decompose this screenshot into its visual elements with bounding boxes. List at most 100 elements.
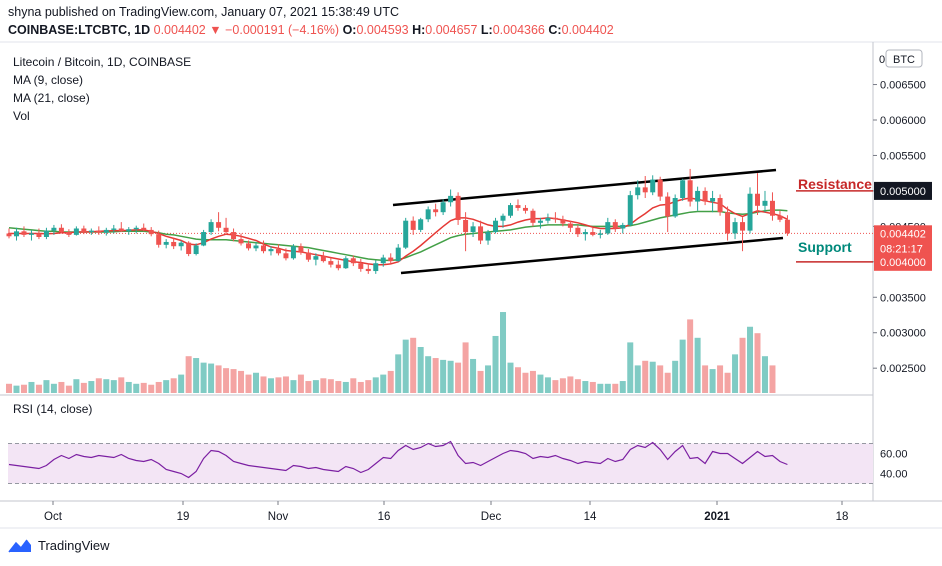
legend-vol[interactable]: Vol xyxy=(13,109,30,123)
legend-title: Litecoin / Bitcoin, 1D, COINBASE xyxy=(13,55,192,69)
volume-bar xyxy=(672,360,679,393)
footer-brand[interactable]: TradingView xyxy=(8,538,110,553)
candle-body xyxy=(96,230,102,233)
volume-bar xyxy=(544,377,551,393)
volume-bar xyxy=(417,347,424,393)
volume-bar xyxy=(327,379,334,393)
volume-bar xyxy=(440,359,447,393)
candle-body xyxy=(657,179,663,197)
ohlc-header: COINBASE:LTCBTC, 1D 0.004402 ▼ −0.000191… xyxy=(8,23,614,37)
candle-body xyxy=(545,217,551,221)
change-arrow-icon: ▼ xyxy=(209,23,222,37)
volume-bar xyxy=(215,365,222,393)
close-value: 0.004402 xyxy=(561,23,614,37)
candle-body xyxy=(186,242,192,255)
volume-bar xyxy=(687,319,694,393)
candle-body xyxy=(246,243,252,249)
candle-body xyxy=(66,232,72,235)
candle-body xyxy=(784,219,790,234)
volume-bar xyxy=(717,365,724,393)
channel-lower-line xyxy=(400,236,784,275)
volume-bar xyxy=(500,312,507,393)
candle-body xyxy=(463,219,469,233)
volume-bar xyxy=(477,370,484,393)
footer-brand-label: TradingView xyxy=(38,538,110,553)
volume-bar xyxy=(657,365,664,393)
candle-body xyxy=(620,224,626,229)
candle-body xyxy=(231,232,237,240)
volume-bar xyxy=(193,358,200,393)
candle-body xyxy=(320,256,326,262)
volume-bar xyxy=(372,377,379,393)
volume-bar xyxy=(507,362,514,393)
volume-bar xyxy=(514,367,521,393)
volume-bar xyxy=(597,383,604,393)
candle-body xyxy=(777,215,783,220)
rsi-line xyxy=(8,440,788,479)
volume-bar xyxy=(664,372,671,393)
volume-bar xyxy=(320,378,327,393)
volume-bar xyxy=(395,354,402,393)
y-tick-label: 0.006500 xyxy=(880,80,926,92)
symbol-label: COINBASE:LTCBTC, 1D xyxy=(8,23,151,37)
candle-body xyxy=(373,263,379,272)
candle-body xyxy=(81,228,87,233)
candle-body xyxy=(448,195,454,203)
high-value: 0.004657 xyxy=(425,23,478,37)
volume-bar xyxy=(80,382,87,393)
volume-bar xyxy=(470,358,477,393)
candle-body xyxy=(335,264,341,269)
support-price-label: 0.004000 xyxy=(880,257,926,269)
low-value: 0.004366 xyxy=(492,23,545,37)
volume-bar xyxy=(537,374,544,393)
volume-bar xyxy=(739,337,746,393)
candle-body xyxy=(560,219,566,224)
high-label: H: xyxy=(412,23,426,37)
candle-body xyxy=(500,215,506,221)
volume-bar xyxy=(455,362,462,393)
candle-body xyxy=(141,227,147,230)
volume-bar xyxy=(649,361,656,393)
rsi-label[interactable]: RSI (14, close) xyxy=(13,402,93,416)
candle-body xyxy=(530,210,536,223)
volume-bar xyxy=(185,356,192,393)
volume-bar xyxy=(155,381,162,393)
legend-ma21[interactable]: MA (21, close) xyxy=(13,91,90,105)
candle-body xyxy=(590,232,596,235)
legend-ma9[interactable]: MA (9, close) xyxy=(13,73,84,87)
candle-body xyxy=(605,222,611,234)
volume-bar xyxy=(402,339,409,393)
volume-bar xyxy=(110,380,117,393)
volume-bar xyxy=(485,365,492,393)
countdown-label: 08:21:17 xyxy=(880,243,923,255)
volume-bar xyxy=(253,372,260,393)
close-label: C: xyxy=(548,23,562,37)
volume-bar xyxy=(163,380,170,393)
volume-bar xyxy=(432,358,439,393)
candle-body xyxy=(103,229,109,233)
volume-bar xyxy=(634,365,641,393)
candle-body xyxy=(36,233,42,237)
candle-body xyxy=(762,200,768,206)
candle-body xyxy=(380,257,386,264)
support-annotation: Support xyxy=(798,239,852,255)
volume-bar xyxy=(342,381,349,393)
candle-body xyxy=(43,230,49,237)
volume-bar xyxy=(552,380,559,393)
volume-bar xyxy=(50,383,57,393)
candle-body xyxy=(395,247,401,262)
candle-body xyxy=(515,205,521,208)
last-price-tag xyxy=(874,225,932,258)
candle-body xyxy=(21,231,27,235)
volume-bar xyxy=(589,381,596,393)
volume-bar xyxy=(574,379,581,393)
candle-body xyxy=(118,228,124,232)
resistance-price-label: 0.005000 xyxy=(880,186,926,198)
volume-bar xyxy=(43,380,50,393)
volume-bar xyxy=(747,326,754,393)
candle-body xyxy=(455,195,461,220)
volume-bar xyxy=(282,376,289,393)
volume-bar xyxy=(88,381,95,393)
candle-body xyxy=(28,233,34,235)
